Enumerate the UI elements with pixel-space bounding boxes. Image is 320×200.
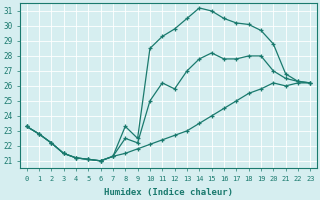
X-axis label: Humidex (Indice chaleur): Humidex (Indice chaleur) xyxy=(104,188,233,197)
